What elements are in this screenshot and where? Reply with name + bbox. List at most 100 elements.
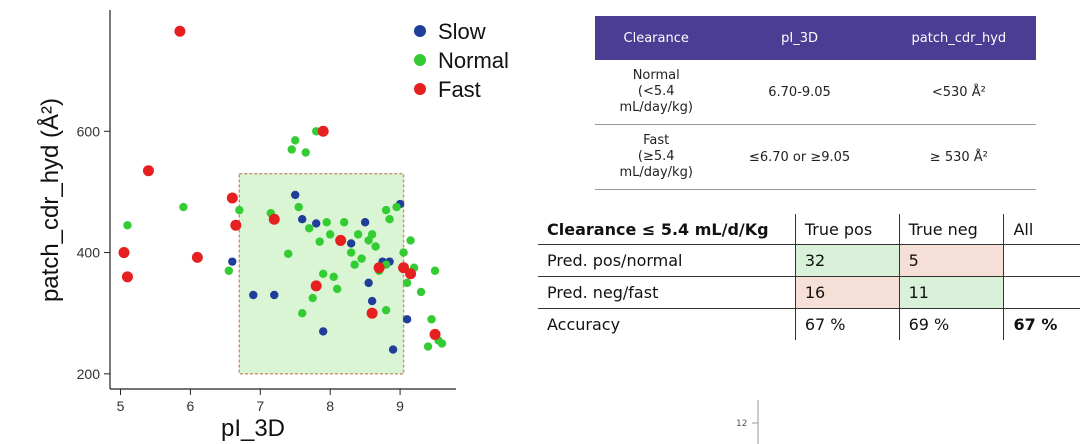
legend-label-slow: Slow bbox=[438, 19, 486, 44]
x-axis-title: pI_3D bbox=[221, 415, 285, 442]
legend-marker-fast bbox=[414, 83, 426, 95]
clearance-criteria-table: Clearance pI_3D patch_cdr_hyd Normal (<5… bbox=[595, 16, 1036, 190]
data-point-normal bbox=[430, 266, 440, 275]
data-point-normal bbox=[367, 230, 377, 239]
confusion-header-title: Clearance ≤ 5.4 mL/d/Kg bbox=[538, 214, 796, 245]
data-point-fast bbox=[230, 219, 242, 231]
data-point-slow bbox=[346, 239, 356, 248]
data-point-fast bbox=[373, 262, 385, 274]
confusion-cell bbox=[1003, 276, 1080, 309]
y-tick-label: 600 bbox=[77, 123, 101, 139]
data-point-normal bbox=[305, 224, 314, 233]
data-point-normal bbox=[224, 266, 234, 275]
confusion-table: Clearance ≤ 5.4 mL/d/Kg True pos True ne… bbox=[538, 214, 1080, 340]
data-point-slow bbox=[249, 290, 258, 300]
data-point-slow bbox=[402, 315, 412, 324]
data-point-slow bbox=[291, 190, 300, 200]
y-tick-label: 200 bbox=[77, 366, 101, 382]
data-point-slow bbox=[364, 278, 373, 288]
confusion-row-pred-pos: Pred. pos/normal 32 5 bbox=[538, 244, 1080, 277]
data-point-slow bbox=[388, 345, 398, 354]
header-clearance: Clearance bbox=[595, 16, 718, 60]
data-point-normal bbox=[284, 249, 293, 258]
confusion-row-label: Accuracy bbox=[547, 315, 621, 334]
x-tick-label: 6 bbox=[186, 398, 194, 414]
confusion-cell: 11 bbox=[898, 276, 1004, 309]
confusion-header-true-neg: True neg bbox=[898, 214, 1004, 245]
data-point-normal bbox=[399, 248, 408, 257]
data-point-fast bbox=[191, 251, 203, 263]
data-point-fast bbox=[174, 25, 186, 37]
confusion-cell: 69 % bbox=[898, 308, 1004, 340]
y-axis-title: patch_cdr_hyd (Å²) bbox=[36, 98, 64, 302]
data-point-fast bbox=[118, 247, 130, 259]
data-point-normal bbox=[437, 339, 447, 348]
criteria-fast-pi: ≤6.70 or ≥9.05 bbox=[717, 124, 882, 190]
data-point-fast bbox=[366, 307, 378, 319]
criteria-normal-patch: <530 Å² bbox=[881, 60, 1036, 125]
confusion-row-accuracy: Accuracy 67 % 69 % 67 % bbox=[538, 308, 1080, 340]
data-point-normal bbox=[346, 248, 356, 257]
data-point-normal bbox=[357, 254, 366, 263]
data-point-normal bbox=[385, 215, 394, 224]
data-point-normal bbox=[179, 202, 188, 212]
x-tick-label: 9 bbox=[396, 398, 404, 414]
data-point-fast bbox=[405, 268, 417, 280]
legend-label-fast: Fast bbox=[438, 77, 481, 102]
confusion-row-label: Pred. neg/fast bbox=[538, 276, 796, 309]
data-point-normal bbox=[301, 148, 310, 157]
data-point-fast bbox=[335, 234, 347, 246]
header-patch-cdr-hyd: patch_cdr_hyd bbox=[881, 16, 1036, 60]
mini-chart-fragment: 12 bbox=[736, 400, 759, 444]
data-point-normal bbox=[371, 242, 380, 251]
data-point-normal bbox=[392, 202, 401, 212]
data-point-normal bbox=[291, 136, 300, 145]
criteria-row-normal: Normal (<5.4 mL/day/kg) 6.70-9.05 <530 Å… bbox=[595, 60, 1036, 125]
data-point-normal bbox=[298, 309, 307, 318]
data-point-slow bbox=[312, 219, 321, 228]
data-point-normal bbox=[315, 237, 324, 246]
data-point-normal bbox=[339, 218, 349, 227]
x-tick-label: 7 bbox=[256, 398, 264, 414]
data-point-slow bbox=[360, 218, 370, 227]
data-point-normal bbox=[318, 269, 328, 278]
data-point-fast bbox=[142, 165, 154, 177]
scatter-plot: 5 6 7 8 9 200 400 600 pI_3D patch_cdr_hyd (Å²) Slo… bbox=[36, 10, 509, 442]
confusion-cell: 67 % bbox=[794, 308, 900, 340]
x-tick-label: 8 bbox=[326, 398, 334, 414]
data-point-normal bbox=[416, 287, 426, 297]
criteria-row-fast: Fast (≥5.4 mL/day/kg) ≤6.70 or ≥9.05 ≥ 5… bbox=[595, 124, 1036, 190]
data-point-normal bbox=[381, 305, 391, 315]
data-point-normal bbox=[423, 342, 433, 351]
data-point-fast bbox=[317, 125, 329, 137]
data-point-normal bbox=[353, 230, 363, 239]
confusion-header-all: All bbox=[1003, 214, 1080, 245]
criteria-header-row: Clearance pI_3D patch_cdr_hyd bbox=[595, 16, 1036, 60]
criteria-fast-patch: ≥ 530 Å² bbox=[881, 124, 1036, 190]
data-point-normal bbox=[322, 218, 331, 227]
confusion-cell: 32 bbox=[794, 244, 900, 277]
data-point-normal bbox=[350, 260, 359, 269]
data-point-fast bbox=[268, 213, 280, 225]
mini-chart-ytick: 12 bbox=[736, 419, 747, 429]
data-point-fast bbox=[429, 328, 441, 340]
data-point-normal bbox=[294, 202, 303, 212]
confusion-cell: 16 bbox=[794, 276, 900, 309]
data-point-slow bbox=[298, 215, 307, 224]
data-point-slow bbox=[270, 290, 279, 300]
criteria-fast-label: Fast (≥5.4 mL/day/kg) bbox=[595, 124, 718, 190]
data-point-normal bbox=[123, 221, 132, 230]
data-point-normal bbox=[287, 145, 296, 154]
x-tick-label: 5 bbox=[117, 398, 125, 414]
data-point-fast bbox=[310, 280, 322, 292]
data-point-normal bbox=[308, 293, 317, 303]
y-tick-label: 400 bbox=[77, 245, 101, 261]
confusion-header-row: Clearance ≤ 5.4 mL/d/Kg True pos True ne… bbox=[538, 214, 1080, 245]
data-point-normal bbox=[364, 236, 373, 245]
data-point-normal bbox=[381, 205, 391, 215]
data-point-normal bbox=[332, 284, 342, 294]
data-point-fast bbox=[226, 192, 238, 204]
header-pi3d: pI_3D bbox=[717, 16, 882, 60]
confusion-row-pred-neg: Pred. neg/fast 16 11 bbox=[538, 276, 1080, 309]
data-point-slow bbox=[367, 296, 377, 306]
